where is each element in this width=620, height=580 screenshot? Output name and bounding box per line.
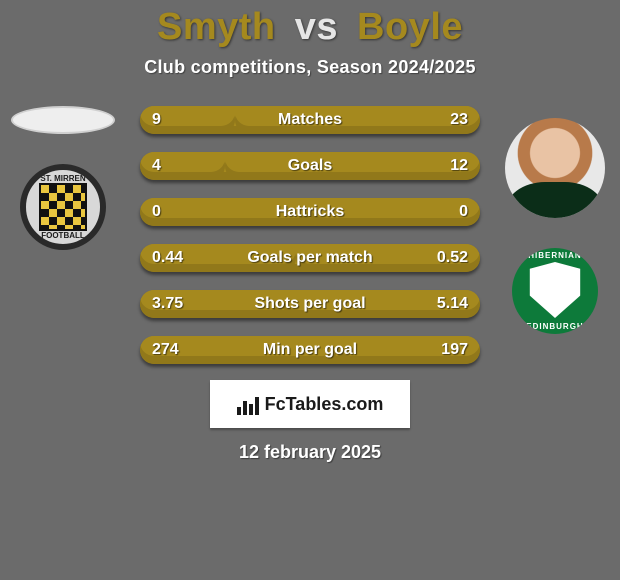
stat-value-left: 0	[152, 203, 161, 221]
stat-bar: 274 197 Min per goal	[140, 336, 480, 364]
vs-text: vs	[295, 6, 338, 48]
stat-bar: 9 23 Matches	[140, 106, 480, 134]
stat-bars: 9 23 Matches 4 12 Goals 0 0 Hattricks 0.44 0.52 Goa…	[140, 106, 480, 364]
stat-value-left: 274	[152, 341, 179, 359]
brand-box: FcTables.com	[210, 380, 410, 428]
comparison-title: Smyth vs Boyle	[0, 0, 620, 49]
stage: ST. MIRREN FOOTBALL HIBERNIAN EDINBURGH …	[0, 106, 620, 463]
right-column: HIBERNIAN EDINBURGH	[500, 118, 610, 334]
player2-name: Boyle	[357, 6, 463, 48]
stat-label: Goals per match	[247, 249, 372, 267]
stat-value-left: 0.44	[152, 249, 183, 267]
stat-value-right: 23	[450, 111, 468, 129]
stat-label: Min per goal	[263, 341, 357, 359]
stat-value-right: 197	[441, 341, 468, 359]
player1-club-crest: ST. MIRREN FOOTBALL	[20, 164, 106, 250]
crest-checker-icon	[39, 183, 87, 231]
bar-fill-right	[235, 106, 480, 134]
stat-value-left: 3.75	[152, 295, 183, 313]
brand-text: FcTables.com	[265, 394, 384, 415]
player2-avatar	[505, 118, 605, 218]
stat-value-right: 0	[459, 203, 468, 221]
stat-value-left: 4	[152, 157, 161, 175]
brand-logo-icon	[237, 393, 259, 415]
crest-text: EDINBURGH	[526, 322, 583, 331]
stat-bar: 0.44 0.52 Goals per match	[140, 244, 480, 272]
crest-text: ST. MIRREN	[40, 174, 85, 183]
subtitle: Club competitions, Season 2024/2025	[0, 57, 620, 78]
bar-fill-right	[225, 152, 480, 180]
stat-bar: 3.75 5.14 Shots per goal	[140, 290, 480, 318]
stat-value-right: 0.52	[437, 249, 468, 267]
player1-name: Smyth	[157, 6, 276, 48]
stat-bar: 4 12 Goals	[140, 152, 480, 180]
player1-avatar	[11, 106, 115, 134]
stat-value-right: 12	[450, 157, 468, 175]
stat-label: Shots per goal	[254, 295, 365, 313]
crest-text: FOOTBALL	[41, 231, 85, 240]
stat-bar: 0 0 Hattricks	[140, 198, 480, 226]
stat-label: Matches	[278, 111, 342, 129]
stat-label: Goals	[288, 157, 332, 175]
stat-label: Hattricks	[276, 203, 344, 221]
stat-value-left: 9	[152, 111, 161, 129]
crest-text: HIBERNIAN	[528, 251, 581, 260]
player2-club-crest: HIBERNIAN EDINBURGH	[512, 248, 598, 334]
left-column: ST. MIRREN FOOTBALL	[8, 106, 118, 250]
stat-value-right: 5.14	[437, 295, 468, 313]
date: 12 february 2025	[0, 442, 620, 463]
